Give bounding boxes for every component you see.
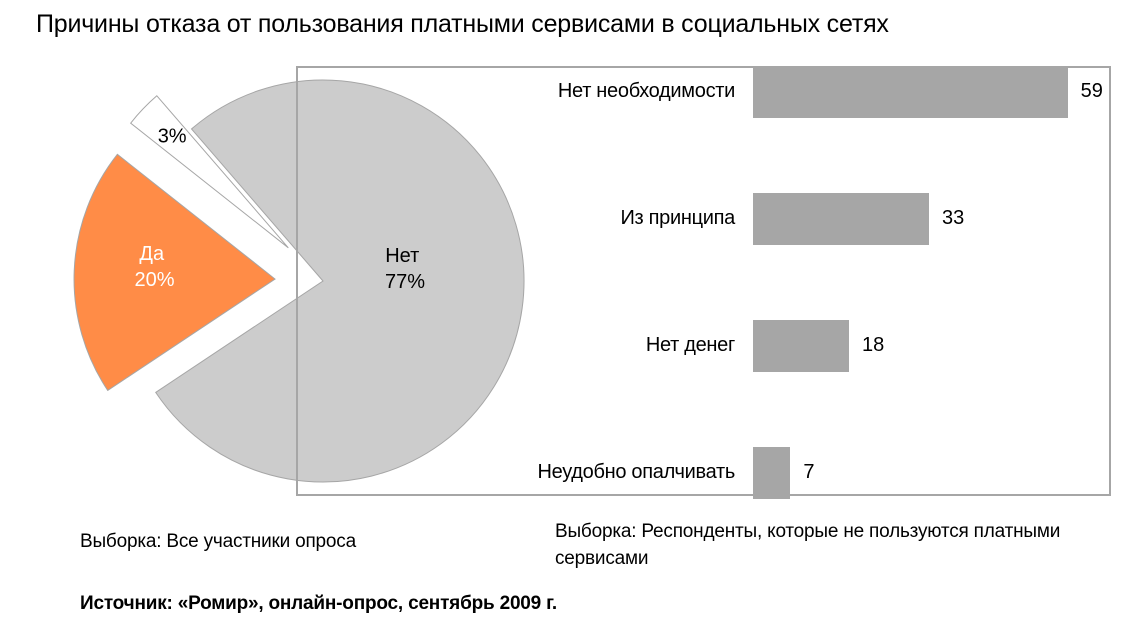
sample-note-all: Выборка: Все участники опроса — [80, 531, 356, 552]
bar-value-label: 59 — [1080, 80, 1103, 102]
chart-title: Причины отказа от пользования платными с… — [36, 10, 889, 38]
pie-slice-da — [73, 153, 276, 392]
bar-category-label: Из принципа — [620, 207, 735, 229]
pie-label-net: Нет 77% — [385, 245, 425, 293]
pie-slice-net — [155, 79, 525, 483]
sample-note-nonusers: Выборка: Респонденты, которые не пользую… — [555, 521, 1061, 569]
bar-chart-frame — [296, 66, 1111, 496]
bar-mark — [753, 66, 1068, 118]
bar-category-label: Нет денег — [645, 334, 735, 356]
bar-mark — [753, 193, 929, 245]
bar-value-label: 18 — [862, 334, 885, 356]
pie-slice-other — [129, 95, 289, 249]
pie-label-da: Да 20% — [135, 243, 175, 291]
bar-category-label: Нет необходимости — [557, 80, 735, 102]
bar-mark — [753, 447, 791, 499]
pie-chart: Нет 77% Да 20% 3% — [73, 79, 525, 483]
bar-mark — [753, 320, 849, 372]
bar-value-label: 7 — [803, 461, 815, 483]
source-note: Источник: «Ромир», онлайн-опрос, сентябр… — [80, 593, 558, 614]
pie-label-other: 3% — [158, 126, 187, 148]
bar-category-label: Неудобно опалчивать — [537, 461, 735, 483]
bar-value-label: 33 — [942, 207, 965, 229]
